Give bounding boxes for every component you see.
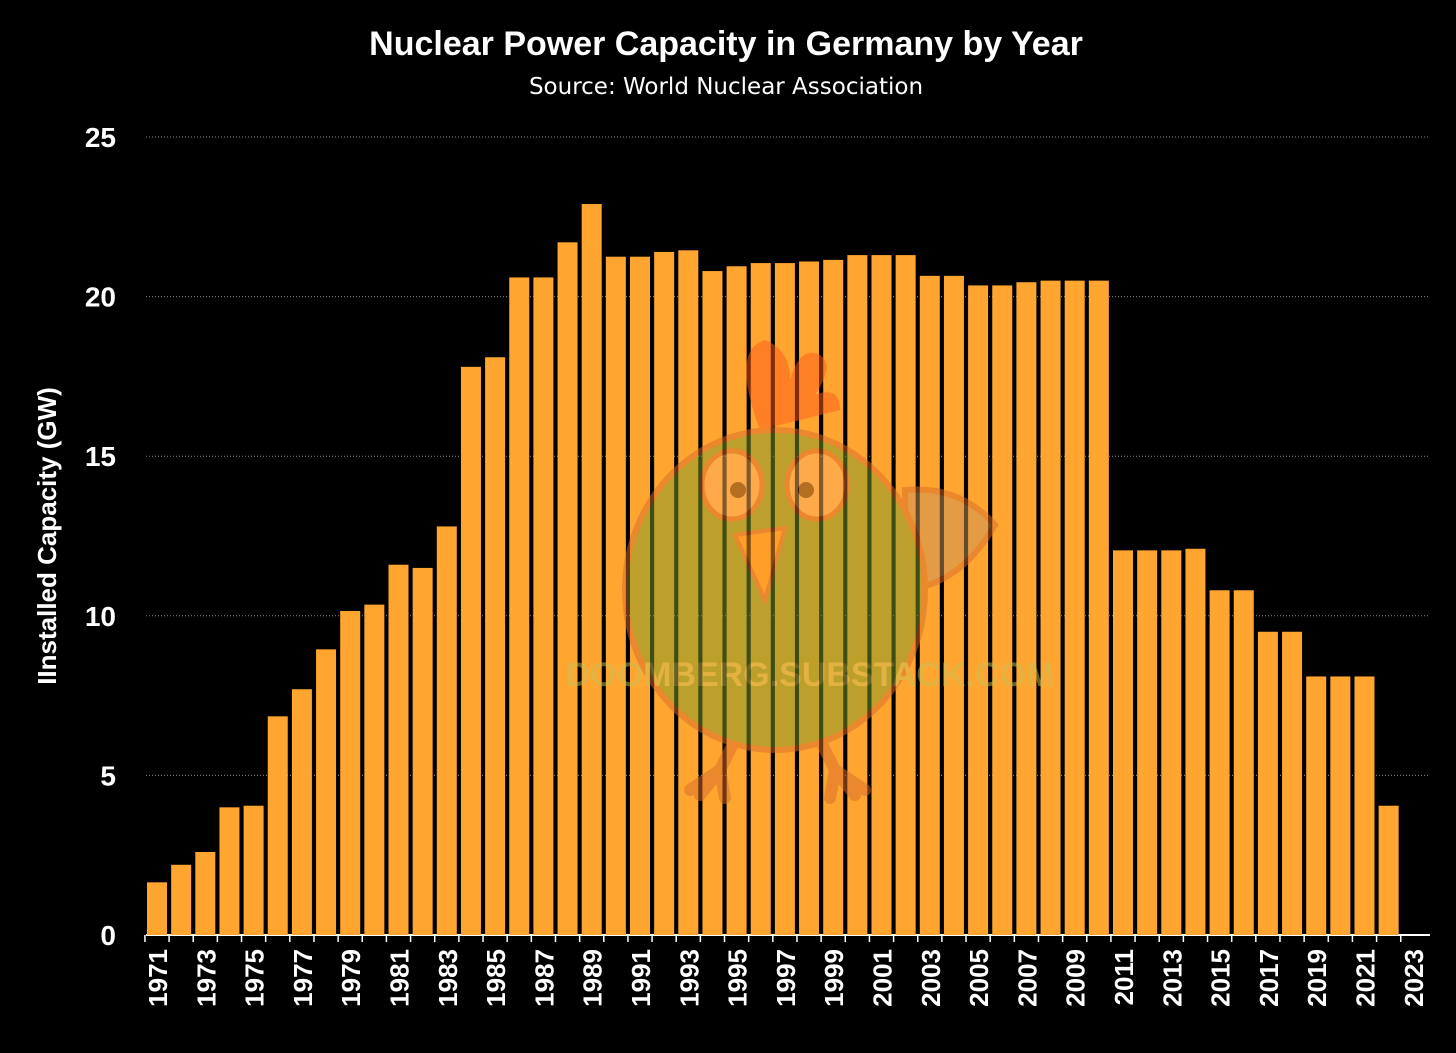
x-tick-label: 2005 bbox=[964, 949, 994, 1007]
bar-2012 bbox=[1137, 550, 1158, 935]
bar-2006 bbox=[992, 285, 1013, 936]
x-tick-label: 1999 bbox=[819, 949, 849, 1007]
x-tick-label: 1987 bbox=[529, 949, 559, 1007]
x-tick-label: 1983 bbox=[433, 949, 463, 1007]
bar-2010 bbox=[1088, 280, 1109, 935]
bar-2017 bbox=[1257, 631, 1278, 935]
x-tick-label: 1979 bbox=[336, 949, 366, 1007]
x-tick-label: 1977 bbox=[288, 949, 318, 1007]
x-tick-label: 2021 bbox=[1351, 949, 1381, 1007]
x-tick-label: 1991 bbox=[626, 949, 656, 1007]
bar-1979 bbox=[340, 611, 361, 935]
bar-1978 bbox=[316, 649, 337, 935]
x-tick-label: 2009 bbox=[1061, 949, 1091, 1007]
x-tick-label: 2013 bbox=[1157, 949, 1187, 1007]
x-tick-label: 1971 bbox=[143, 949, 173, 1007]
bar-1975 bbox=[243, 805, 264, 935]
bar-2008 bbox=[1040, 280, 1061, 935]
chart-title: Nuclear Power Capacity in Germany by Yea… bbox=[369, 25, 1083, 63]
bar-1972 bbox=[171, 864, 192, 935]
bar-1971 bbox=[147, 882, 167, 935]
x-axis-ticks: 1971 1973 1975 1977 1979 1981 1983 1985 1987 1989… bbox=[143, 935, 1429, 1007]
x-tick-label: 1993 bbox=[674, 949, 704, 1007]
bar-2011 bbox=[1113, 550, 1133, 935]
x-tick-label: 2015 bbox=[1206, 949, 1236, 1007]
bar-1976 bbox=[267, 716, 288, 935]
x-tick-label: 2001 bbox=[868, 949, 898, 1007]
x-tick-label: 2007 bbox=[1012, 949, 1042, 1007]
chart-subtitle: Source: World Nuclear Association bbox=[529, 74, 923, 100]
bar-1983 bbox=[436, 526, 457, 935]
x-tick-label: 1995 bbox=[723, 949, 753, 1007]
bar-1981 bbox=[388, 564, 409, 935]
bar-1980 bbox=[364, 604, 385, 935]
bar-1984 bbox=[460, 366, 481, 936]
y-tick-label: 10 bbox=[85, 601, 116, 632]
bar-1989 bbox=[581, 204, 602, 936]
bar-1987 bbox=[533, 277, 554, 935]
x-tick-label: 2011 bbox=[1109, 949, 1139, 1005]
bar-1986 bbox=[509, 277, 530, 935]
chicken-mascot-icon bbox=[622, 340, 999, 804]
bar-2007 bbox=[1016, 282, 1037, 936]
x-tick-label: 1989 bbox=[578, 949, 608, 1007]
bar-2013 bbox=[1161, 550, 1182, 935]
bar-2015 bbox=[1209, 590, 1230, 935]
y-tick-label: 0 bbox=[100, 920, 116, 951]
x-tick-label: 2023 bbox=[1399, 949, 1429, 1007]
x-tick-label: 2017 bbox=[1254, 949, 1284, 1007]
bar-1988 bbox=[557, 242, 578, 935]
bar-2021 bbox=[1354, 676, 1375, 935]
bar-1977 bbox=[291, 689, 312, 935]
y-tick-label: 5 bbox=[100, 760, 116, 791]
bar-1990 bbox=[605, 256, 626, 935]
bar-1982 bbox=[412, 567, 433, 935]
x-tick-label: 2003 bbox=[916, 949, 946, 1007]
y-tick-label: 20 bbox=[85, 282, 116, 313]
x-tick-label: 1981 bbox=[385, 949, 415, 1007]
x-tick-label: 2019 bbox=[1302, 949, 1332, 1007]
y-axis-ticks: 0 5 10 15 20 25 bbox=[85, 122, 116, 951]
bar-2003 bbox=[919, 275, 940, 935]
x-tick-label: 1973 bbox=[191, 949, 221, 1007]
bar-2009 bbox=[1064, 280, 1085, 935]
y-tick-label: 15 bbox=[85, 441, 116, 472]
bar-1974 bbox=[219, 807, 240, 935]
bar-2022 bbox=[1378, 805, 1399, 935]
bar-2016 bbox=[1233, 590, 1254, 935]
bar-2020 bbox=[1330, 676, 1351, 935]
y-axis-label: IInstalled Capacity (GW) bbox=[32, 387, 62, 685]
watermark: DOOMBERG.SUBSTACK.COM bbox=[566, 340, 1055, 804]
bar-2018 bbox=[1282, 631, 1303, 935]
bar-1985 bbox=[485, 357, 506, 935]
bar-2014 bbox=[1185, 548, 1206, 935]
bar-1973 bbox=[195, 852, 216, 935]
watermark-text: DOOMBERG.SUBSTACK.COM bbox=[566, 656, 1055, 694]
x-tick-label: 1985 bbox=[481, 949, 511, 1007]
y-tick-label: 25 bbox=[85, 122, 116, 153]
x-tick-label: 1975 bbox=[240, 949, 270, 1007]
bar-2019 bbox=[1306, 676, 1327, 935]
x-tick-label: 1997 bbox=[771, 949, 801, 1007]
bar-2004 bbox=[943, 275, 964, 935]
bar-2005 bbox=[968, 285, 989, 936]
